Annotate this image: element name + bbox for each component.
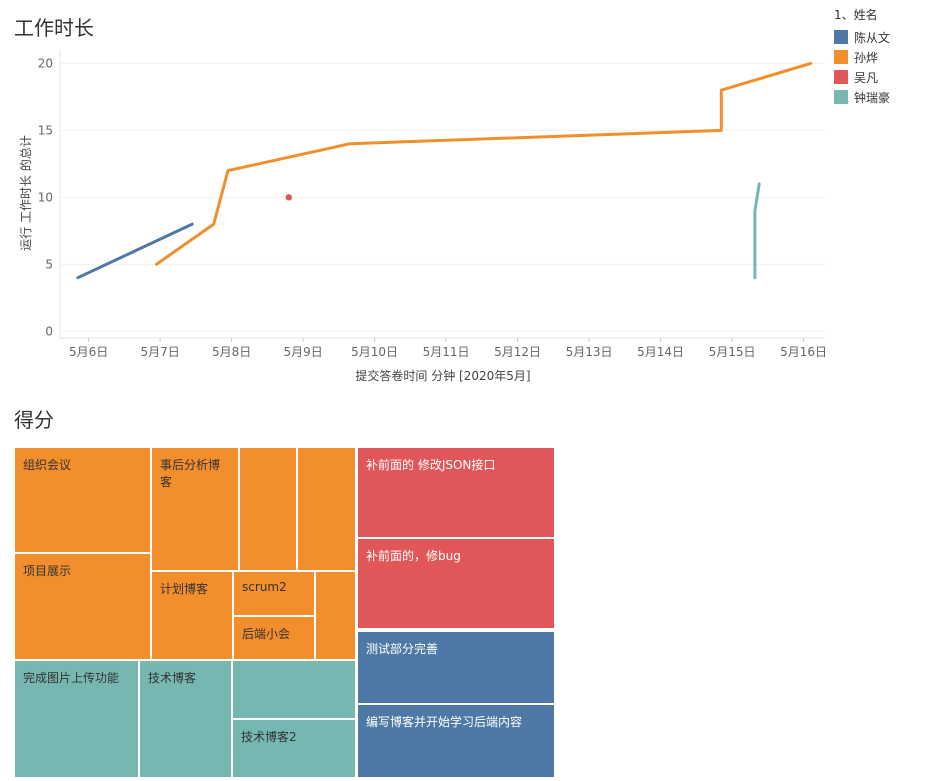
x-tick-label: 5月7日	[140, 345, 179, 359]
treemap-title: 得分	[14, 408, 54, 432]
treemap-cell[interactable]: 事后分析博客	[151, 447, 239, 571]
y-tick-labels: 0 5 10 15 20	[38, 56, 53, 338]
series-line	[753, 182, 761, 280]
x-tick-label: 5月14日	[637, 345, 684, 359]
line-chart-title: 工作时长	[14, 16, 94, 40]
legend-swatch	[834, 70, 848, 84]
y-tick-label: 15	[38, 123, 53, 137]
legend-label: 陈从文	[854, 30, 891, 45]
legend-label: 吴凡	[854, 70, 879, 85]
legend: 1、姓名 陈从文 孙烨 吴凡 钟瑞豪	[834, 6, 890, 107]
treemap-cell[interactable]: 组织会议	[14, 447, 151, 553]
treemap-cell[interactable]: 测试部分完善	[357, 631, 555, 704]
treemap-cell[interactable]: 后端小会	[233, 616, 315, 660]
x-tick-label: 5月12日	[494, 345, 541, 359]
x-tick-label: 5月11日	[423, 345, 470, 359]
legend-item-zhongruihao[interactable]: 钟瑞豪	[834, 87, 890, 107]
treemap-cell[interactable]: 编写博客并开始学习后端内容	[357, 704, 555, 778]
legend-label: 钟瑞豪	[854, 90, 891, 105]
y-tick-label: 0	[45, 324, 53, 338]
x-tick-label: 5月16日	[780, 345, 827, 359]
x-tick-labels: 5月6日 5月7日 5月8日 5月9日 5月10日 5月11日 5月12日 5月13日 5月14…	[69, 338, 827, 359]
series-point	[285, 194, 292, 201]
treemap-cell[interactable]	[239, 447, 297, 571]
treemap-cell[interactable]	[232, 660, 356, 719]
treemap-cell[interactable]: 技术博客2	[232, 719, 356, 778]
x-tick-label: 5月10日	[351, 345, 398, 359]
series-layer	[76, 61, 813, 280]
legend-title: 1、姓名	[834, 8, 878, 22]
treemap-cell[interactable]	[315, 571, 356, 660]
x-tick-label: 5月6日	[69, 345, 108, 359]
x-tick-label: 5月15日	[709, 345, 756, 359]
legend-swatch	[834, 90, 848, 104]
line-chart: 0 5 10 15 20 5月6日 5月7日 5月8日 5月9日 5月10日 5月11日 5月12日…	[18, 50, 827, 383]
treemap-cell[interactable]: 补前面的，修bug	[357, 538, 555, 629]
treemap-cell[interactable]: 完成图片上传功能	[14, 660, 139, 778]
legend-label: 孙烨	[854, 50, 879, 65]
y-axis-title: 运行 工作时长 的总计	[18, 135, 33, 251]
series-line	[155, 61, 813, 266]
y-tick-label: 5	[45, 257, 53, 271]
treemap-cell[interactable]: 技术博客	[139, 660, 232, 778]
legend-swatch	[834, 50, 848, 64]
legend-swatch	[834, 30, 848, 44]
x-axis-title: 提交答卷时间 分钟 [2020年5月]	[355, 368, 530, 383]
treemap-cell[interactable]: 补前面的 修改JSON接口	[357, 447, 555, 538]
x-tick-label: 5月13日	[566, 345, 613, 359]
series-line	[76, 222, 194, 280]
y-tick-label: 20	[38, 56, 53, 70]
y-tick-label: 10	[38, 190, 53, 204]
legend-item-sunye[interactable]: 孙烨	[834, 47, 890, 67]
treemap-cell[interactable]: 计划博客	[151, 571, 233, 660]
x-tick-label: 5月8日	[212, 345, 251, 359]
grid-layer	[59, 50, 825, 339]
treemap-cell[interactable]: scrum2	[233, 571, 315, 616]
legend-item-wufan[interactable]: 吴凡	[834, 67, 890, 87]
legend-item-chencongwen[interactable]: 陈从文	[834, 27, 890, 47]
x-tick-label: 5月9日	[283, 345, 322, 359]
treemap-cell[interactable]: 项目展示	[14, 553, 151, 660]
treemap-cell[interactable]	[297, 447, 356, 571]
